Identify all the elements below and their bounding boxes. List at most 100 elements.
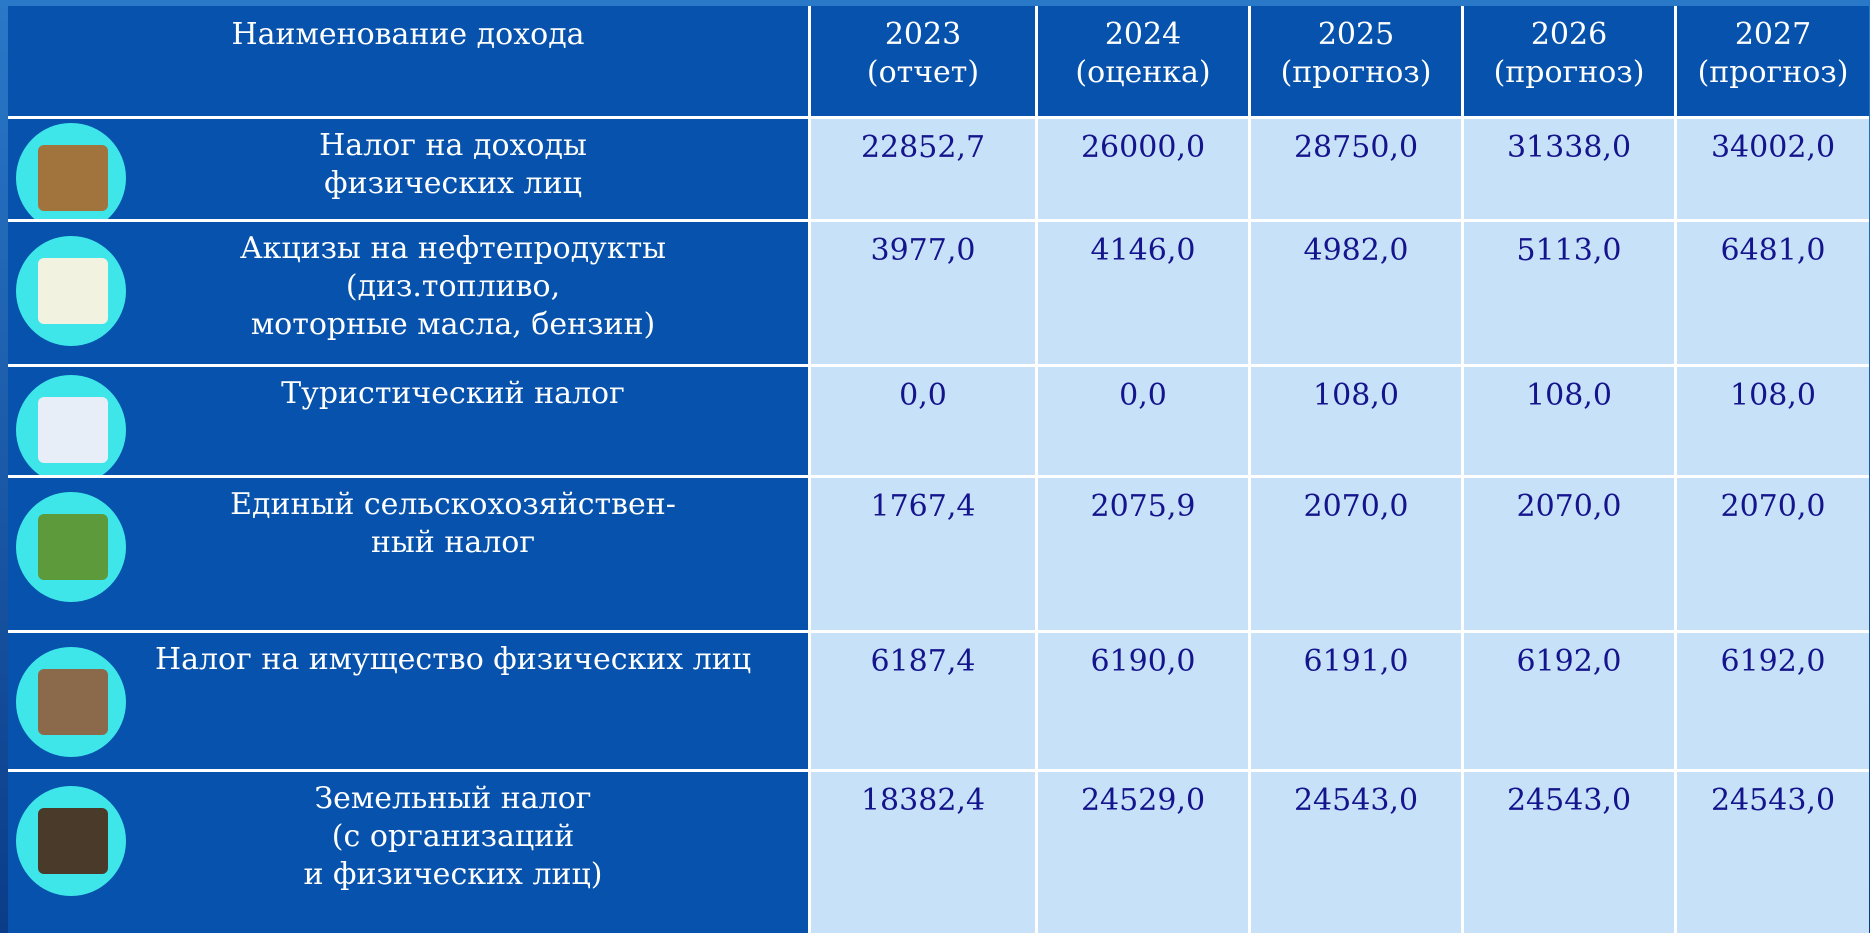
value-cell: 6192,0 [1464,633,1674,769]
name-line: Акцизы на нефтепродукты [239,231,667,266]
icon-image [38,514,108,580]
value: 31338,0 [1506,130,1632,165]
name-line: Налог на доходы [319,128,587,163]
value: 2075,9 [1090,489,1196,524]
value-cell: 1767,4 [811,478,1035,630]
value-cell: 18382,4 [811,772,1035,933]
value-cell: 34002,0 [1677,119,1869,219]
value: 0,0 [1119,378,1167,413]
value-cell: 6191,0 [1251,633,1461,769]
value: 4982,0 [1303,233,1409,268]
value-cell: 0,0 [811,367,1035,475]
value-cell: 108,0 [1464,367,1674,475]
value: 2070,0 [1303,489,1409,524]
name-line: Единый сельскохозяйствен- [230,487,676,522]
header-note: (оценка) [1075,55,1211,90]
value: 22852,7 [860,130,986,165]
value-cell: 24543,0 [1464,772,1674,933]
value-cell: 108,0 [1677,367,1869,475]
value-cell: 24543,0 [1251,772,1461,933]
value-cell: 5113,0 [1464,222,1674,364]
value-cell: 24529,0 [1038,772,1248,933]
value: 6192,0 [1720,644,1826,679]
header-note: (прогноз) [1493,55,1645,90]
name-cell: Единый сельскохозяйствен-ный налог [8,478,808,630]
value-cell: 6187,4 [811,633,1035,769]
header-year: 2026 [1530,17,1608,52]
value: 6190,0 [1090,644,1196,679]
header-cell: 2026 (прогноз) [1464,6,1674,116]
value-cell: 22852,7 [811,119,1035,219]
name-line: Налог на имущество физических лиц [154,642,752,677]
header-cell: 2027 (прогноз) [1677,6,1869,116]
value: 0,0 [899,378,947,413]
row-icon [16,647,126,757]
name-line: и физических лиц) [303,857,603,892]
name-cell: Туристический налог [8,367,808,475]
value-cell: 2070,0 [1251,478,1461,630]
header-note: (отчет) [866,55,980,90]
header-year: 2025 [1317,17,1395,52]
value-cell: 2075,9 [1038,478,1248,630]
icon-image [38,808,108,874]
value: 6481,0 [1720,233,1826,268]
icon-image [38,258,108,324]
header-cell: 2023 (отчет) [811,6,1035,116]
value-cell: 3977,0 [811,222,1035,364]
row-icon [16,236,126,346]
name-line: Туристический налог [281,376,625,411]
value-cell: 6481,0 [1677,222,1869,364]
value-cell: 4982,0 [1251,222,1461,364]
row-icon [16,786,126,896]
value: 2070,0 [1720,489,1826,524]
name-line: ный налог [370,525,536,560]
name-cell: Акцизы на нефтепродукты (диз.топливо, мото… [8,222,808,364]
value: 28750,0 [1293,130,1419,165]
icon-image [38,145,108,211]
row-icon [16,123,126,219]
icon-image [38,397,108,463]
value: 24543,0 [1293,783,1419,818]
value-cell: 26000,0 [1038,119,1248,219]
name-line: (диз.топливо, [345,269,561,304]
value-cell: 31338,0 [1464,119,1674,219]
value: 6187,4 [870,644,976,679]
value: 6191,0 [1303,644,1409,679]
name-line: Земельный налог [314,781,592,816]
header-cell: 2024 (оценка) [1038,6,1248,116]
name-cell: Земельный налог (с организаций и физически… [8,772,808,933]
value: 1767,4 [870,489,976,524]
value: 5113,0 [1516,233,1622,268]
header-year: 2023 [884,17,962,52]
value: 18382,4 [860,783,986,818]
name-cell: Налог на доходы физических лиц [8,119,808,219]
value-cell: 4146,0 [1038,222,1248,364]
header-cell: 2025 (прогноз) [1251,6,1461,116]
value-cell: 28750,0 [1251,119,1461,219]
name-line: моторные масла, бензин) [250,307,656,342]
value-cell: 6192,0 [1677,633,1869,769]
row-icon [16,375,126,475]
header-note: (прогноз) [1280,55,1432,90]
value-cell: 24543,0 [1677,772,1869,933]
name-line: физических лиц [324,166,582,201]
value: 2070,0 [1516,489,1622,524]
row-icon [16,492,126,602]
value-cell: 108,0 [1251,367,1461,475]
value: 24529,0 [1080,783,1206,818]
value: 24543,0 [1710,783,1836,818]
icon-image [38,669,108,735]
value: 108,0 [1526,378,1612,413]
value: 108,0 [1730,378,1816,413]
name-line: (с организаций [331,819,575,854]
value-cell: 6190,0 [1038,633,1248,769]
value-cell: 0,0 [1038,367,1248,475]
value: 4146,0 [1090,233,1196,268]
value: 6192,0 [1516,644,1622,679]
header-cell: Наименование дохода [8,6,808,116]
header-year: 2024 [1104,17,1182,52]
value: 26000,0 [1080,130,1206,165]
header-name: Наименование дохода [231,17,585,52]
value: 34002,0 [1710,130,1836,165]
